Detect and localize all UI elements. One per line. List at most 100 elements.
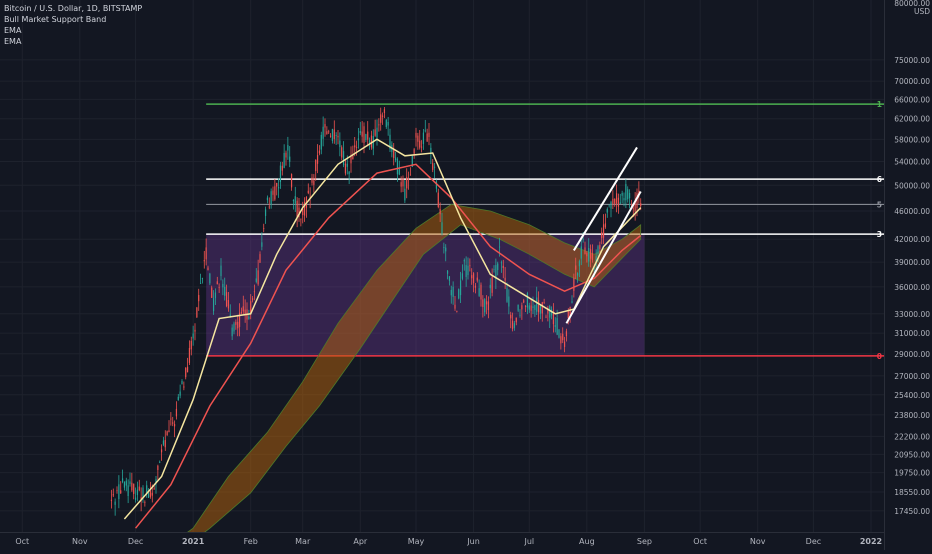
candle-body (537, 299, 540, 313)
candle-body (435, 181, 438, 189)
candle-body (346, 163, 348, 167)
candle-body (227, 300, 230, 309)
candle-body (281, 165, 283, 171)
candle-body (502, 265, 504, 268)
candle-body (199, 283, 202, 284)
candle-body (114, 501, 116, 505)
price-tick-label: 18550.00 (894, 488, 930, 497)
candle-body (188, 347, 191, 363)
candle-body (515, 317, 517, 323)
candle-body (636, 192, 638, 208)
price-tick-label: 46000.00 (894, 207, 930, 216)
candle-body (513, 323, 516, 328)
support-band (187, 203, 642, 532)
candle-body (430, 147, 432, 155)
candle-body (207, 267, 209, 271)
candle-body (337, 135, 339, 138)
price-tick-label: 54000.00 (894, 157, 930, 166)
candle-body (296, 200, 298, 217)
candle-body (536, 297, 538, 312)
price-tick-label: 23800.00 (894, 411, 930, 420)
candle-body (588, 248, 590, 262)
candles (110, 107, 642, 516)
candle-body (567, 311, 569, 319)
candle-body (407, 179, 410, 180)
candle-body (604, 223, 607, 228)
candle-body (134, 497, 137, 500)
candle-body (628, 192, 631, 199)
candle-body (459, 280, 462, 296)
candle-body (454, 304, 456, 309)
candle-body (224, 286, 226, 296)
price-tick-label: 27000.00 (894, 372, 930, 381)
candle-body (287, 145, 289, 151)
level-label-level-3: 3 (877, 230, 882, 239)
candle-body (250, 301, 252, 314)
candle-body (584, 247, 586, 254)
price-tick-label: 62000.00 (894, 115, 930, 124)
candle-body (606, 208, 608, 213)
candle-body (510, 314, 512, 319)
candle-body (233, 323, 235, 332)
legend-item-support-band[interactable]: Bull Market Support Band (4, 15, 107, 24)
candle-body (209, 273, 211, 284)
candle-body (389, 134, 391, 150)
candle-body (619, 202, 621, 204)
candle-body (376, 127, 378, 138)
candle-body (225, 292, 228, 307)
candle-body (110, 499, 113, 501)
candle-body (573, 277, 575, 291)
candle-body (610, 201, 612, 209)
candle-body (432, 163, 434, 170)
candle-body (183, 386, 185, 388)
candle-body (508, 296, 510, 307)
candle-body (348, 171, 350, 175)
legend-title[interactable]: Bitcoin / U.S. Dollar, 1D, BITSTAMP (4, 4, 143, 13)
candle-body (404, 188, 406, 201)
level-label-bottom: 0 (877, 352, 882, 361)
legend-item-ema-2[interactable]: EMA (4, 37, 22, 46)
candle-body (205, 247, 207, 260)
candle-body (354, 145, 356, 148)
candle-body (283, 152, 285, 168)
candle-body (471, 275, 473, 279)
candle-body (326, 131, 328, 135)
legend-item-ema-1[interactable]: EMA (4, 26, 22, 35)
candle-body (374, 129, 376, 136)
candle-body (393, 148, 395, 158)
time-tick-label: 2021 (182, 537, 205, 546)
candle-body (441, 222, 443, 234)
candle-body (569, 307, 571, 315)
time-tick-label: Jul (523, 537, 534, 546)
candle-body (315, 159, 317, 171)
time-tick-label: Dec (806, 537, 821, 546)
candle-body (173, 424, 176, 427)
price-tick-label: 17450.00 (894, 507, 930, 516)
candle-body (476, 277, 478, 281)
candle-body (539, 305, 542, 314)
candle-body (458, 289, 460, 299)
candle-body (240, 311, 243, 314)
candle-body (160, 449, 163, 453)
candle-body (318, 150, 321, 154)
candle-body (363, 126, 365, 143)
candle-body (367, 131, 369, 140)
candle-body (524, 306, 527, 308)
candle-body (350, 156, 352, 164)
candle-body (149, 490, 152, 497)
candle-body (331, 128, 334, 142)
candle-body (571, 301, 573, 303)
candle-body (159, 461, 161, 463)
candle-body (266, 197, 269, 201)
candle-body (274, 186, 276, 200)
candle-body (121, 478, 124, 483)
candle-body (303, 201, 306, 216)
candle-body (461, 273, 464, 279)
candle-body (489, 284, 491, 289)
candle-body (333, 129, 335, 139)
candle-body (478, 288, 480, 296)
candle-body (292, 199, 295, 202)
candle-body (264, 209, 267, 216)
